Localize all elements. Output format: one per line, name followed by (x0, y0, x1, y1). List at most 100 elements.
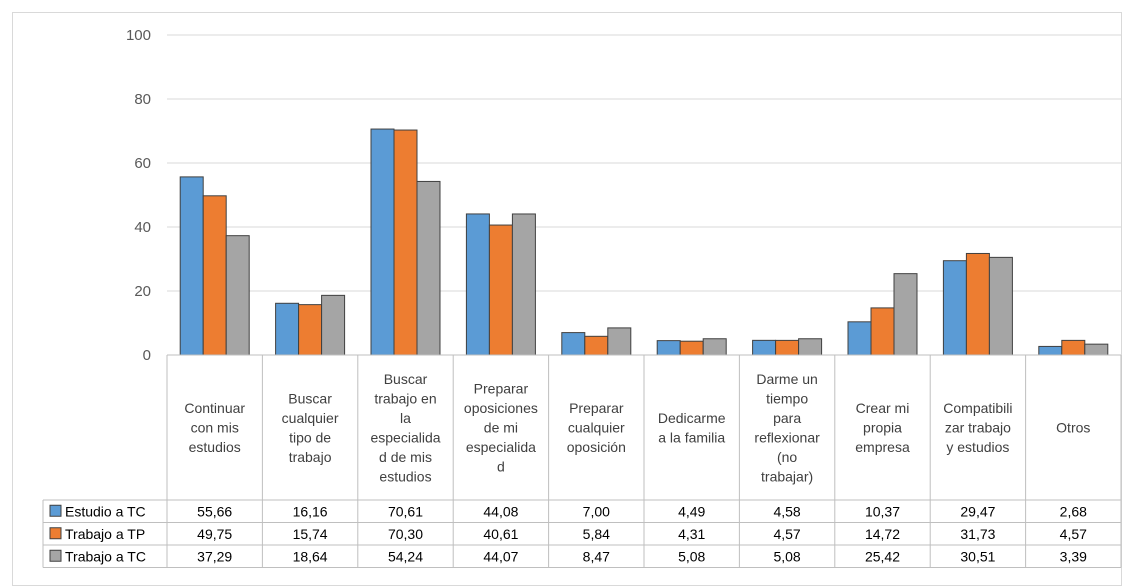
category-label: reflexionar (754, 429, 820, 445)
category-label: estudios (189, 439, 241, 455)
bar-1-0 (202, 195, 227, 356)
category-label: especialida (370, 429, 440, 445)
category-label: estudios (379, 468, 431, 484)
bar-1-6 (775, 339, 800, 356)
category-label: a la familia (658, 429, 725, 445)
data-cell: 4,57 (773, 526, 800, 542)
bar-0-6 (752, 339, 777, 356)
category-label: trabajo en (374, 390, 436, 406)
legend-swatch-2 (49, 549, 62, 562)
data-cell: 30,51 (960, 548, 995, 564)
data-cell: 44,07 (483, 548, 518, 564)
bar-1-5 (679, 340, 704, 356)
bar-0-4 (561, 332, 586, 356)
category-label: de mi (484, 420, 518, 436)
bar-1-1 (298, 304, 323, 356)
bar-1-8 (965, 252, 990, 356)
legend-swatch-1 (49, 527, 62, 540)
bar-2-0 (225, 235, 250, 356)
category-label: d (497, 459, 505, 475)
category-label: Dedicarme (658, 410, 726, 426)
data-cell: 5,08 (678, 548, 705, 564)
data-cell: 37,29 (197, 548, 232, 564)
category-label: para (773, 410, 801, 426)
legend-label: Trabajo a TP (65, 526, 145, 542)
data-cell: 4,49 (678, 503, 705, 519)
data-cell: 40,61 (483, 526, 518, 542)
data-cell: 4,58 (773, 503, 800, 519)
category-label: Continuar (184, 400, 245, 416)
legend-label: Trabajo a TC (65, 548, 146, 564)
bar-1-7 (870, 307, 895, 356)
category-label: cualquier (282, 410, 339, 426)
y-tick-label: 40 (134, 219, 151, 236)
category-label: oposiciones (464, 400, 538, 416)
category-label: tiempo (766, 390, 808, 406)
data-cell: 54,24 (388, 548, 423, 564)
data-cell: 18,64 (293, 548, 328, 564)
category-label: Preparar (474, 381, 529, 397)
data-cell: 49,75 (197, 526, 232, 542)
bar-2-8 (988, 256, 1013, 356)
category-label: cualquier (568, 420, 625, 436)
data-cell: 4,31 (678, 526, 705, 542)
category-label: con mis (191, 420, 239, 436)
data-cell: 29,47 (960, 503, 995, 519)
category-label: especialida (466, 439, 536, 455)
category-label: Preparar (569, 400, 624, 416)
category-label: Crear mi (856, 400, 910, 416)
data-cell: 16,16 (293, 503, 328, 519)
bar-0-1 (275, 302, 300, 356)
bar-1-2 (393, 129, 418, 356)
category-label: Otros (1056, 420, 1090, 436)
category-label: Darme un (756, 371, 817, 387)
data-cell: 8,47 (583, 548, 610, 564)
data-cell: 31,73 (960, 526, 995, 542)
data-cell: 5,84 (583, 526, 610, 542)
data-cell: 14,72 (865, 526, 900, 542)
data-cell: 70,30 (388, 526, 423, 542)
data-cell: 3,39 (1060, 548, 1087, 564)
bar-1-4 (584, 335, 609, 356)
y-tick-label: 60 (134, 155, 151, 172)
category-label: Buscar (384, 371, 428, 387)
bar-0-3 (465, 213, 490, 356)
bar-2-3 (511, 213, 536, 356)
bar-0-5 (656, 340, 681, 356)
category-label: Buscar (288, 390, 332, 406)
bar-2-5 (702, 338, 727, 356)
category-label: trabajo (289, 449, 332, 465)
data-cell: 44,08 (483, 503, 518, 519)
y-tick-label: 20 (134, 283, 151, 300)
category-label: empresa (855, 439, 910, 455)
category-label: propia (863, 420, 902, 436)
legend-label: Estudio a TC (65, 503, 146, 519)
bar-2-4 (607, 327, 632, 356)
category-label: d de mis (379, 449, 432, 465)
data-cell: 4,57 (1060, 526, 1087, 542)
y-tick-label: 100 (126, 27, 151, 44)
legend-swatch-0 (49, 504, 62, 517)
category-label: zar trabajo (945, 420, 1011, 436)
bar-2-9 (1084, 343, 1109, 356)
bar-2-7 (893, 273, 918, 356)
data-cell: 10,37 (865, 503, 900, 519)
category-label: Compatibili (943, 400, 1012, 416)
category-label: oposición (567, 439, 626, 455)
category-label: (no (777, 449, 797, 465)
bar-1-9 (1061, 339, 1086, 356)
category-label: tipo de (289, 429, 331, 445)
data-cell: 70,61 (388, 503, 423, 519)
bar-2-1 (321, 294, 346, 356)
bar-0-8 (942, 260, 967, 356)
bar-0-0 (179, 176, 204, 356)
y-tick-label: 80 (134, 91, 151, 108)
data-cell: 25,42 (865, 548, 900, 564)
category-label: y estudios (946, 439, 1009, 455)
y-tick-label: 0 (143, 347, 151, 364)
data-cell: 15,74 (293, 526, 328, 542)
category-label: la (400, 410, 411, 426)
category-label: trabajar) (761, 468, 813, 484)
data-cell: 7,00 (583, 503, 610, 519)
